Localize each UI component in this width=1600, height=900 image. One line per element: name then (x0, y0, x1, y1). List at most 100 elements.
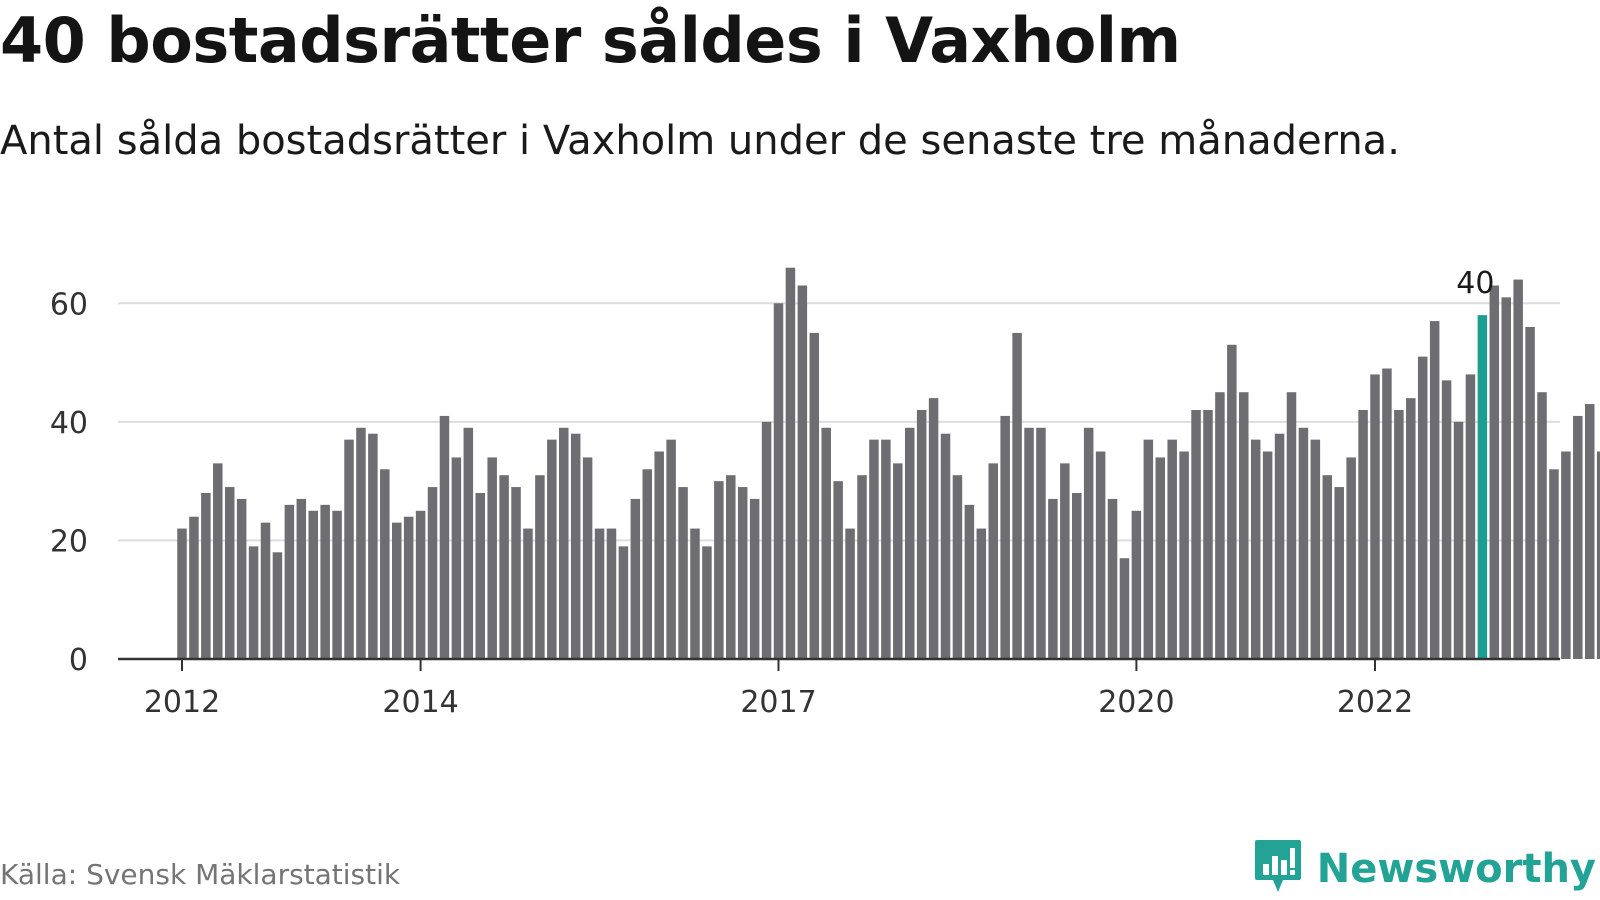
bar (1095, 451, 1106, 659)
bar (511, 487, 521, 659)
x-tick-label: 2017 (740, 685, 816, 720)
bar (1227, 344, 1237, 659)
bar (1465, 374, 1476, 659)
bar (1012, 332, 1022, 659)
bar (618, 546, 629, 659)
bar (1107, 498, 1118, 659)
bar (1382, 368, 1392, 659)
bar-chart-speech-bubble-icon (1253, 838, 1303, 900)
bar (272, 552, 283, 659)
highlight-bar (1477, 315, 1488, 659)
bar (475, 493, 485, 659)
bar (308, 510, 318, 659)
bar (1072, 493, 1082, 659)
bar (356, 427, 366, 659)
bar (1406, 398, 1416, 659)
bar (570, 433, 581, 659)
bar (1083, 427, 1094, 659)
bar (1191, 410, 1201, 659)
bar (1596, 451, 1600, 659)
bar (1000, 415, 1010, 659)
chart-subtitle: Antal sålda bostadsrätter i Vaxholm unde… (0, 118, 1400, 164)
bar (1310, 439, 1321, 659)
bar (1513, 279, 1523, 659)
bar (1036, 427, 1046, 659)
y-tick-label: 20 (50, 524, 88, 559)
bar (284, 504, 295, 659)
bar (714, 481, 724, 659)
x-tick-label: 2012 (144, 685, 220, 720)
bar (976, 528, 987, 659)
bar (893, 463, 903, 659)
bar (547, 439, 557, 659)
bar (869, 439, 879, 659)
bar (916, 410, 927, 659)
bar (1215, 392, 1225, 659)
bar (427, 487, 438, 659)
bar (1024, 427, 1034, 659)
bar (1573, 415, 1583, 659)
bar (773, 303, 784, 659)
bar (1584, 404, 1595, 659)
bar (1262, 451, 1273, 659)
bar (1131, 510, 1142, 659)
bar (606, 528, 617, 659)
bar (821, 427, 831, 659)
bar (380, 469, 390, 659)
bar (1358, 410, 1368, 659)
bar (248, 546, 259, 659)
x-tick-label: 2014 (382, 685, 458, 720)
bar (415, 510, 426, 659)
bar (236, 498, 247, 659)
bar (690, 528, 700, 659)
bar (1453, 421, 1464, 659)
value-label: 40 (1456, 266, 1494, 301)
bar (582, 457, 593, 659)
bar (1489, 285, 1500, 659)
bar (1537, 392, 1547, 659)
y-tick-label: 0 (69, 643, 88, 678)
bar (1525, 327, 1535, 659)
bar (845, 528, 855, 659)
bar (642, 469, 653, 659)
bar (296, 498, 307, 659)
bar (1322, 475, 1333, 659)
bar (201, 493, 211, 659)
bar (1370, 374, 1380, 659)
bar (1441, 380, 1452, 659)
bar (1298, 427, 1309, 659)
bar (1239, 392, 1249, 659)
bar (1417, 356, 1428, 659)
y-tick-label: 60 (50, 287, 88, 322)
bar (189, 516, 199, 659)
bar (1143, 439, 1154, 659)
bar (499, 475, 509, 659)
bar (1250, 439, 1261, 659)
bar (964, 504, 975, 659)
bar (1394, 410, 1404, 659)
bar (344, 439, 354, 659)
bar (1048, 498, 1058, 659)
bar (904, 427, 915, 659)
bar (260, 522, 271, 659)
bar (1203, 410, 1213, 659)
bar (952, 475, 963, 659)
bar (988, 463, 998, 659)
bar (737, 487, 748, 659)
bar (1179, 451, 1189, 659)
y-tick-label: 40 (50, 406, 88, 441)
bar (177, 528, 187, 659)
bar (797, 285, 808, 659)
bar (857, 475, 867, 659)
bar (809, 332, 820, 659)
bar (1501, 297, 1511, 659)
x-tick-label: 2022 (1337, 685, 1413, 720)
bar (785, 267, 796, 659)
bar (1334, 487, 1344, 659)
chart-title: 40 bostadsrätter såldes i Vaxholm (0, 4, 1181, 77)
bar (594, 528, 605, 659)
bar (1429, 321, 1440, 659)
bar (654, 451, 664, 659)
bar (487, 457, 497, 659)
